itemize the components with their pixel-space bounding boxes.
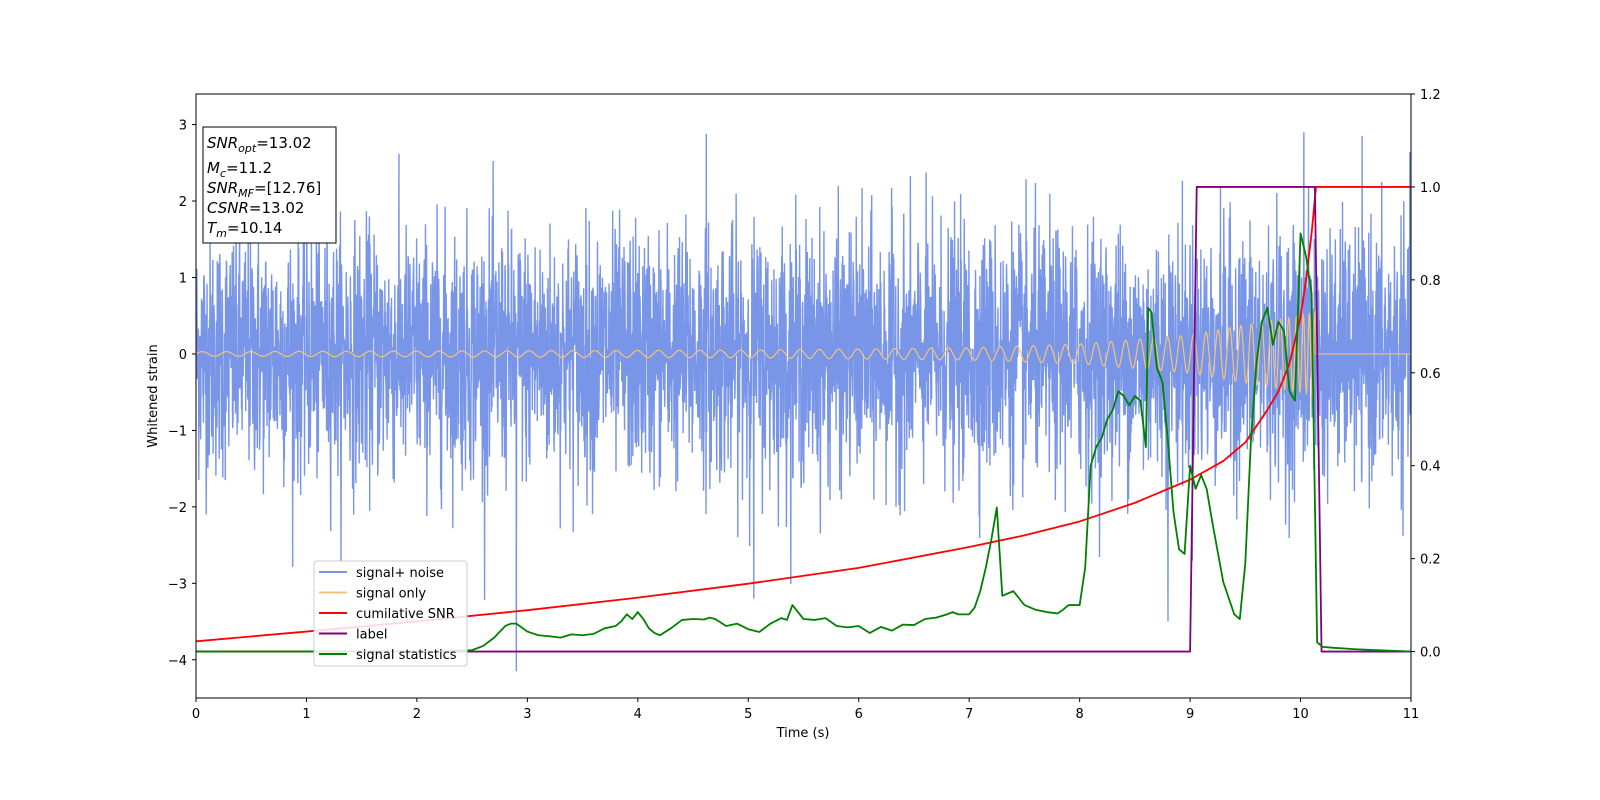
y-tick-label: −3 — [168, 577, 187, 592]
series-signal-only — [196, 310, 1411, 398]
x-tick-label: 6 — [855, 707, 863, 722]
x-tick-label: 3 — [523, 707, 531, 722]
x-axis-label: Time (s) — [776, 726, 830, 741]
y-tick-label: 1 — [179, 271, 187, 286]
legend-label: signal only — [356, 587, 426, 602]
y2-tick-label: 0.8 — [1420, 274, 1441, 289]
y2-tick-label: 0.4 — [1420, 460, 1441, 475]
y-axis-right: 0.0 0.2 0.4 0.6 0.8 1.0 1.2 — [1411, 88, 1441, 661]
x-tick-label: 8 — [1075, 707, 1083, 722]
y-tick-label: 3 — [179, 119, 187, 134]
y-tick-label: −1 — [168, 424, 187, 439]
x-tick-label: 0 — [192, 707, 200, 722]
x-tick-label: 9 — [1186, 707, 1194, 722]
series-layer — [196, 132, 1411, 672]
series-signal-noise — [196, 132, 1411, 672]
series-label — [196, 186, 1411, 653]
x-tick-label: 5 — [744, 707, 752, 722]
legend: signal+ noise signal only cumilative SNR la… — [313, 560, 468, 667]
series-signal-statistics — [196, 232, 1411, 653]
x-tick-label: 2 — [413, 707, 421, 722]
y-tick-label: −4 — [168, 654, 187, 669]
info-line: SNRMF=[12.76] — [207, 179, 321, 200]
y2-tick-label: 1.0 — [1420, 181, 1441, 196]
legend-label: signal+ noise — [356, 566, 444, 581]
y-tick-label: 0 — [179, 348, 187, 363]
y2-tick-label: 0.6 — [1420, 367, 1441, 382]
x-tick-label: 1 — [302, 707, 310, 722]
y-tick-label: −2 — [168, 501, 187, 516]
legend-item: signal statistics — [319, 648, 457, 663]
info-box-frame — [202, 126, 337, 244]
info-box: SNRopt=13.02 Mc=11.2SNRMF=[12.76]CSNR=13.… — [202, 126, 337, 244]
y2-tick-label: 0.2 — [1420, 553, 1441, 568]
info-line: SNRopt=13.02 — [207, 134, 312, 155]
plot-frame — [195, 93, 1412, 699]
legend-item: label — [319, 628, 387, 643]
y-tick-label: 2 — [179, 195, 187, 210]
info-line: CSNR=13.02 — [207, 199, 304, 217]
y2-tick-label: 1.2 — [1420, 88, 1441, 103]
legend-label: signal statistics — [356, 648, 457, 663]
legend-item: signal+ noise — [319, 566, 444, 581]
legend-item: cumilative SNR — [319, 607, 455, 622]
x-tick-label: 7 — [965, 707, 973, 722]
x-axis: 0 1 2 3 4 5 6 7 8 9 10 11 — [192, 698, 1419, 722]
y-axis-label: Whitened strain — [146, 344, 161, 447]
info-line: Mc=11.2 — [207, 159, 272, 180]
legend-item: signal only — [319, 587, 426, 602]
x-tick-label: 11 — [1403, 707, 1420, 722]
y-axis-left: −4 −3 −2 −1 0 1 2 3 — [168, 119, 196, 669]
y2-tick-label: 0.0 — [1420, 646, 1441, 661]
legend-label: label — [356, 628, 387, 643]
x-tick-label: 4 — [634, 707, 642, 722]
info-line: Tm=10.14 — [207, 219, 282, 240]
legend-label: cumilative SNR — [356, 607, 455, 622]
x-tick-label: 10 — [1292, 707, 1309, 722]
legend-frame — [313, 560, 468, 667]
